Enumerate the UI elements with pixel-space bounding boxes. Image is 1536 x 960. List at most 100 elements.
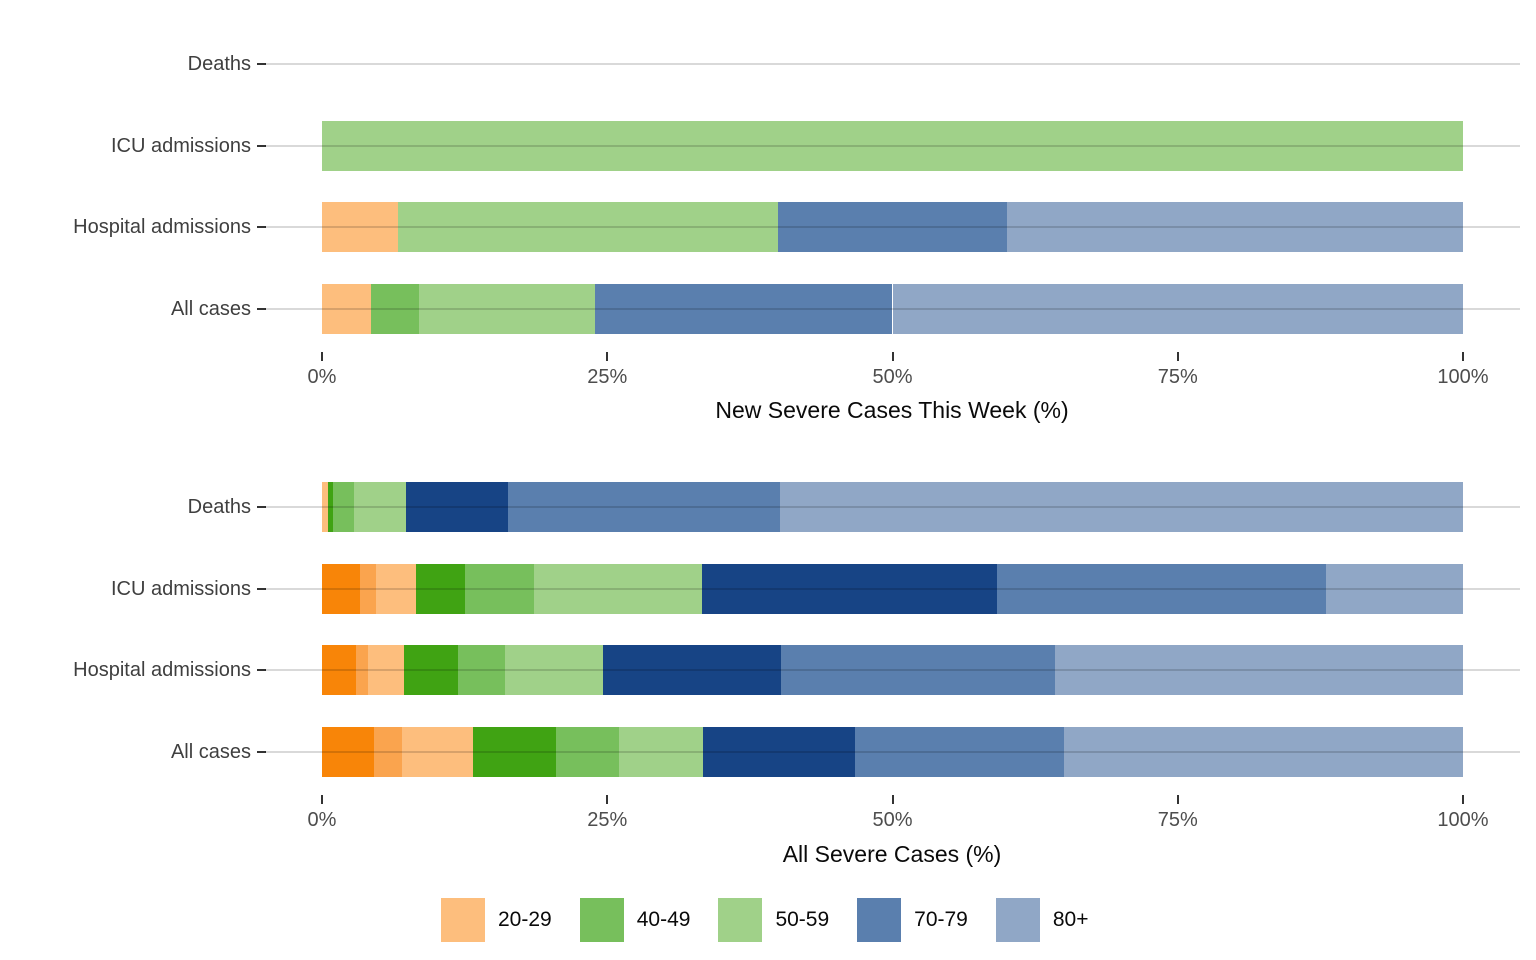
bar-segment-age-50-59 (534, 563, 702, 614)
x-axis-tick-label: 0% (307, 366, 337, 388)
bar-segment-age-70-79 (778, 202, 1007, 253)
bar-segment-age-70-79 (997, 563, 1327, 614)
bar-segment-age-80+ (779, 482, 1463, 532)
y-axis-label: Hospital admissions (73, 659, 251, 682)
bar-segment-age-10-19 (359, 563, 376, 614)
x-axis-title-bottom: All Severe Cases (%) (782, 841, 1002, 867)
bar-segment-age-10-19 (356, 645, 368, 696)
x-axis-tick-label: 50% (872, 366, 913, 388)
category-gridline (265, 506, 1520, 508)
legend-item-40-49: 40-49 (579, 898, 691, 942)
bar-segment-age-70-79 (594, 284, 893, 335)
x-axis-tick (321, 795, 323, 804)
bar-segment-age-0-9 (322, 563, 360, 614)
legend-label: 20-29 (498, 908, 552, 931)
x-axis-title-top: New Severe Cases This Week (%) (715, 397, 1069, 423)
legend-label: 40-49 (636, 908, 691, 931)
x-axis-tick-label: 100% (1437, 809, 1489, 831)
bar-segment-age-80+ (1063, 727, 1463, 778)
bar-segment-age-40-49 (555, 727, 619, 778)
bar-row-all-cases (322, 284, 1463, 335)
category-gridline (265, 587, 1520, 590)
x-axis-tick-label: 25% (587, 809, 628, 831)
bar-segment-age-20-29 (322, 284, 372, 335)
x-axis-tick-label: 50% (872, 809, 913, 831)
bar-row-hospital-admissions (322, 645, 1463, 696)
bar-segment-age-10-19 (374, 727, 402, 778)
bar-segment-age-50-59 (618, 727, 704, 778)
bar-segment-age-80+ (1326, 563, 1463, 614)
y-axis-tick (257, 669, 266, 672)
bar-segment-age-70-79 (854, 727, 1064, 778)
bar-segment-age-60-69 (602, 645, 781, 696)
bar-segment-age-30-39 (472, 727, 556, 778)
x-axis-tick (891, 795, 894, 804)
x-axis-tick (891, 352, 894, 361)
x-axis-tick (1176, 795, 1179, 804)
y-axis-tick (257, 144, 266, 147)
legend-item-50-59: 50-59 (718, 898, 829, 942)
x-axis-tick-label: 75% (1157, 366, 1198, 388)
bar-segment-age-0-9 (322, 645, 357, 696)
bar-segment-age-50-59 (418, 284, 595, 335)
legend-label: 70-79 (914, 908, 968, 931)
category-gridline (265, 144, 1520, 147)
y-axis-label: ICU admissions (110, 577, 251, 600)
x-axis-tick (321, 352, 323, 361)
bar-segment-age-80+ (1006, 202, 1463, 253)
bar-segment-age-20-29 (375, 563, 416, 614)
category-gridline (265, 669, 1520, 672)
legend-swatch (995, 898, 1040, 942)
bar-segment-age-20-29 (367, 645, 405, 696)
category-gridline (265, 63, 1520, 65)
bar-segment-age-30-39 (415, 563, 465, 614)
bar-segment-age-80+ (1054, 645, 1463, 696)
bar-segment-age-40-49 (457, 645, 505, 696)
bar-segment-age-40-49 (464, 563, 535, 614)
y-axis-label: All cases (170, 298, 251, 321)
x-axis-tick (1176, 352, 1179, 361)
bar-segment-age-30-39 (327, 482, 334, 532)
category-gridline (265, 308, 1520, 311)
bar-row-hospital-admissions (322, 202, 1463, 253)
y-axis-tick (257, 751, 266, 754)
y-axis-label: ICU admissions (110, 134, 251, 157)
bar-segment-age-50-59 (504, 645, 603, 696)
legend-item-20-29: 20-29 (441, 898, 552, 942)
bar-segment-age-40-49 (333, 482, 354, 532)
bar-segment-age-20-29 (322, 482, 328, 532)
legend-item-70-79: 70-79 (857, 898, 968, 942)
bar-segment-age-50-59 (353, 482, 407, 532)
bar-segment-age-60-69 (701, 563, 998, 614)
x-axis-tick (606, 795, 609, 804)
bar-segment-age-60-69 (703, 727, 855, 778)
bar-segment-age-20-29 (401, 727, 473, 778)
bar-segment-age-70-79 (780, 645, 1055, 696)
category-gridline (265, 226, 1520, 229)
bar-row-icu-admissions (322, 563, 1463, 614)
bar-row-all-cases (322, 727, 1463, 778)
x-axis-tick (606, 352, 609, 361)
x-axis-tick-label: 25% (587, 366, 628, 388)
y-axis-label: All cases (170, 741, 251, 764)
bar-segment-age-50-59 (322, 120, 1463, 171)
bar-segment-age-20-29 (322, 202, 399, 253)
y-axis-tick (257, 587, 266, 590)
bar-segment-age-60-69 (406, 482, 508, 532)
x-axis-tick-label: 75% (1157, 809, 1198, 831)
bar-segment-age-0-9 (322, 727, 375, 778)
category-gridline (265, 751, 1520, 754)
y-axis-tick (257, 506, 266, 508)
y-axis-label: Deaths (187, 53, 251, 75)
legend-label: 80+ (1052, 908, 1089, 931)
bar-segment-age-30-39 (404, 645, 458, 696)
bar-segment-age-40-49 (371, 284, 419, 335)
x-axis-tick (1462, 352, 1464, 361)
y-axis-label: Hospital admissions (73, 216, 251, 239)
bar-segment-age-50-59 (398, 202, 779, 253)
bar-segment-age-70-79 (507, 482, 780, 532)
y-axis-tick (257, 226, 266, 229)
x-axis-tick-label: 100% (1437, 366, 1489, 388)
y-axis-tick (257, 63, 266, 65)
